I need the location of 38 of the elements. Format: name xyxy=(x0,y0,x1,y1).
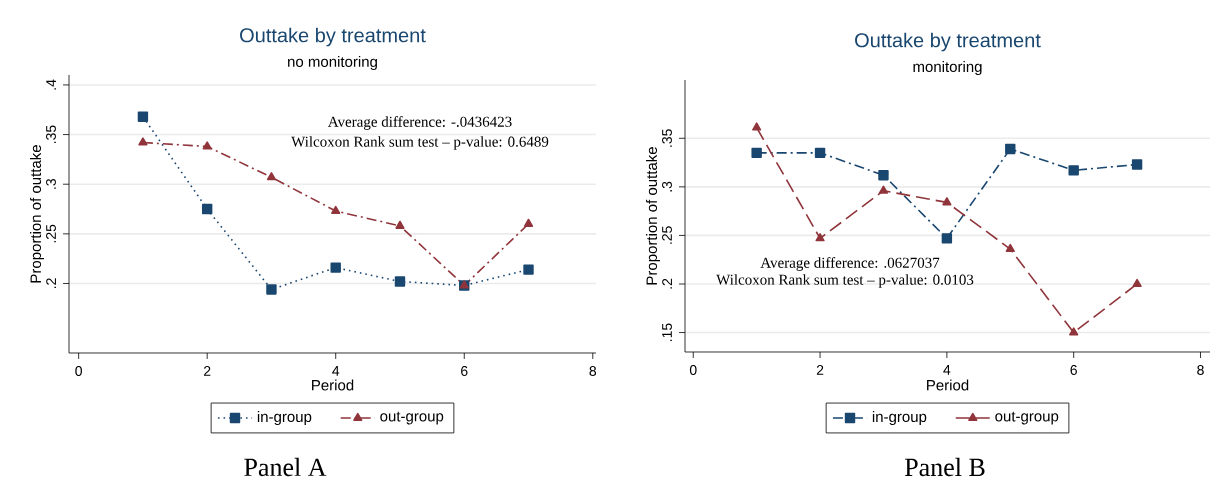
x-tick-label: 0 xyxy=(689,365,697,375)
legend-label: in-group xyxy=(257,411,312,426)
annotation: Wilcoxon Rank sum test – p-value: 0.0103 xyxy=(716,274,974,288)
y-tick-label: .3 xyxy=(662,181,672,192)
chart-subtitle: monitoring xyxy=(913,61,982,75)
annotation: Average difference: -.0436423 xyxy=(327,116,512,130)
x-tick-label: 8 xyxy=(589,366,597,376)
y-tick-label: .35 xyxy=(662,129,672,147)
y-axis-title: Proportion of outtake xyxy=(646,147,660,285)
text: Panel A xyxy=(244,457,327,477)
x-tick-label: 4 xyxy=(332,366,340,376)
annotation: Average difference: .0627037 xyxy=(760,257,940,271)
y-tick-label: .25 xyxy=(46,224,56,243)
legend-label: in-group xyxy=(872,411,927,426)
x-tick-label: 0 xyxy=(75,366,82,376)
x-axis-title: Period xyxy=(312,379,354,391)
y-tick-label: .3 xyxy=(46,179,56,189)
y-tick-label: .2 xyxy=(46,278,56,289)
chart-title: Outtake by treatment xyxy=(240,27,426,47)
y-tick-label: .4 xyxy=(46,79,56,90)
x-tick-label: 2 xyxy=(203,366,211,376)
y-tick-label: .25 xyxy=(662,226,672,244)
y-tick-label: .15 xyxy=(662,323,672,341)
text: Panel B xyxy=(904,457,985,477)
y-tick-label: .35 xyxy=(46,125,56,144)
chart-subtitle: no monitoring xyxy=(288,56,377,70)
x-tick-label: 6 xyxy=(1070,365,1077,375)
y-tick-label: .2 xyxy=(662,278,672,289)
x-tick-label: 2 xyxy=(816,365,824,375)
legend-label: out-group xyxy=(380,411,444,425)
y-axis-title: Proportion of outtake xyxy=(30,145,44,283)
legend-label: out-group xyxy=(995,411,1059,425)
x-axis-title: Period xyxy=(927,379,969,391)
x-tick-label: 4 xyxy=(943,365,951,375)
x-tick-label: 8 xyxy=(1197,365,1204,375)
x-tick-label: 6 xyxy=(461,366,468,376)
annotation: Wilcoxon Rank sum test – p-value: 0.6489 xyxy=(291,136,549,150)
chart-title: Outtake by treatment xyxy=(855,32,1041,52)
